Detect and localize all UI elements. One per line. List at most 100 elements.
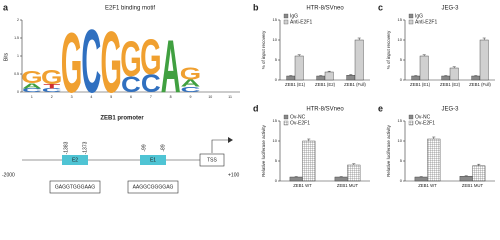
legend-label: Ov-E2F1 — [290, 120, 310, 126]
x-tick-label: 11 — [228, 95, 232, 99]
logo-letter: C — [42, 88, 62, 94]
y-tick-label: 15 — [398, 118, 403, 123]
error-bar — [432, 136, 436, 139]
panel-label: b — [253, 2, 259, 12]
bar — [302, 140, 316, 182]
legend-swatch — [408, 19, 414, 25]
chart-title: HTR-8/SVneo — [306, 6, 344, 12]
logo-letter: C — [181, 86, 201, 94]
legend-label: IgG — [290, 13, 298, 19]
error-bar — [482, 37, 486, 40]
y-label: % of input recovery — [261, 30, 266, 69]
y-tick-label: 0 — [275, 178, 278, 183]
site-sequence: AAGGCGGGGAG — [133, 184, 174, 190]
site-pos: -99 — [141, 144, 147, 151]
chart-title: JEG-3 — [441, 107, 459, 113]
logo-letter: C — [121, 72, 141, 97]
y-tick-label: 1 — [17, 54, 19, 58]
bar — [459, 175, 473, 182]
x-tick-label: 8 — [170, 95, 172, 99]
bar — [414, 176, 428, 182]
promoter-title: ZEB1 promoter — [100, 116, 144, 122]
x-tick-label: 5 — [110, 95, 112, 99]
legend-swatch — [283, 114, 289, 120]
x-tick-label: 1 — [31, 95, 33, 99]
panel-label: d — [253, 103, 259, 113]
logo-letter: G — [21, 67, 42, 87]
legend-label: Ov-NC — [415, 114, 431, 120]
y-tick-label: 0 — [17, 90, 19, 94]
x-tick-label: 2 — [51, 95, 53, 99]
logo-letter: C — [22, 88, 42, 94]
y-tick-label: 1.5 — [14, 36, 19, 40]
error-bar — [349, 74, 353, 76]
x-tick-label: 7 — [150, 95, 152, 99]
legend-label: Ov-E2F1 — [415, 120, 435, 126]
x-tick-label: ZEB1 WT — [293, 183, 312, 188]
logo-letter: G — [140, 28, 161, 85]
tss-label: TSS — [207, 157, 217, 163]
legend-swatch — [408, 114, 414, 120]
error-bar — [297, 54, 301, 56]
bar — [346, 74, 356, 81]
y-tick-label: 0 — [400, 178, 403, 183]
logo-letter: G — [120, 30, 141, 87]
y-label: Relative luciferase activity — [386, 124, 391, 177]
logo-letter: G — [61, 17, 82, 111]
legend-swatch — [408, 13, 414, 19]
legend-swatch — [283, 19, 289, 25]
y-tick-label: 5 — [275, 57, 278, 62]
panel-label: e — [378, 103, 383, 113]
legend-label: Anti-E2F1 — [290, 19, 312, 25]
site-name: E1 — [150, 157, 156, 163]
y-tick-label: 15 — [273, 17, 278, 22]
x-tick-label: 10 — [208, 95, 212, 99]
x-tick-label: ZEB1 MUT — [462, 183, 484, 188]
legend-label: IgG — [415, 13, 423, 19]
y-tick-label: 2 — [17, 18, 19, 22]
y-tick-label: 5 — [400, 57, 403, 62]
error-bar — [477, 163, 481, 166]
bar — [294, 55, 304, 81]
chart-title: JEG-3 — [441, 6, 459, 12]
bar — [427, 138, 441, 182]
legend-swatch — [283, 13, 289, 19]
y-tick-label: 5 — [275, 158, 278, 163]
y-tick-label: 0.5 — [14, 72, 19, 76]
y-label: Relative luciferase activity — [261, 124, 266, 177]
tss-box — [199, 153, 225, 167]
site-pos: -89 — [160, 144, 166, 151]
site-pos: -1383 — [63, 141, 69, 154]
logo-letter: T — [43, 83, 60, 90]
x-tick-label: ZEB1 (E1) — [410, 82, 431, 87]
sequence-box — [49, 180, 101, 194]
legend-swatch — [283, 120, 289, 126]
site-box — [62, 155, 88, 165]
tss-arrow — [211, 139, 228, 153]
y-tick-label: 15 — [398, 17, 403, 22]
bar — [449, 67, 459, 81]
bar — [479, 39, 489, 81]
site-box — [140, 155, 166, 165]
x-tick-label: 9 — [189, 95, 191, 99]
figure: a E2F1 binding motif Bits ZEB1 promoter … — [2, 2, 495, 194]
legend-label: Ov-NC — [290, 114, 306, 120]
site-sequence: GAGGTGGGAAG — [55, 184, 95, 190]
x-tick-label: 4 — [90, 95, 92, 99]
error-bar — [352, 163, 356, 165]
x-tick-label: ZEB1 MUT — [337, 183, 359, 188]
logo-letter: G — [41, 67, 62, 89]
bar — [347, 164, 361, 182]
logo-letter: C — [141, 69, 161, 98]
site-pos: -1373 — [82, 141, 88, 154]
arrow-head — [228, 137, 233, 143]
error-bar — [452, 66, 456, 68]
panel-label: c — [378, 2, 383, 12]
promoter-end: +100 — [228, 172, 239, 178]
bar — [441, 75, 451, 81]
x-tick-label: ZEB1 (Full) — [344, 82, 366, 87]
x-tick-label: ZEB1 WT — [418, 183, 437, 188]
logo-letter: A — [181, 78, 201, 89]
bar — [419, 55, 429, 81]
y-tick-label: 0 — [400, 77, 403, 82]
